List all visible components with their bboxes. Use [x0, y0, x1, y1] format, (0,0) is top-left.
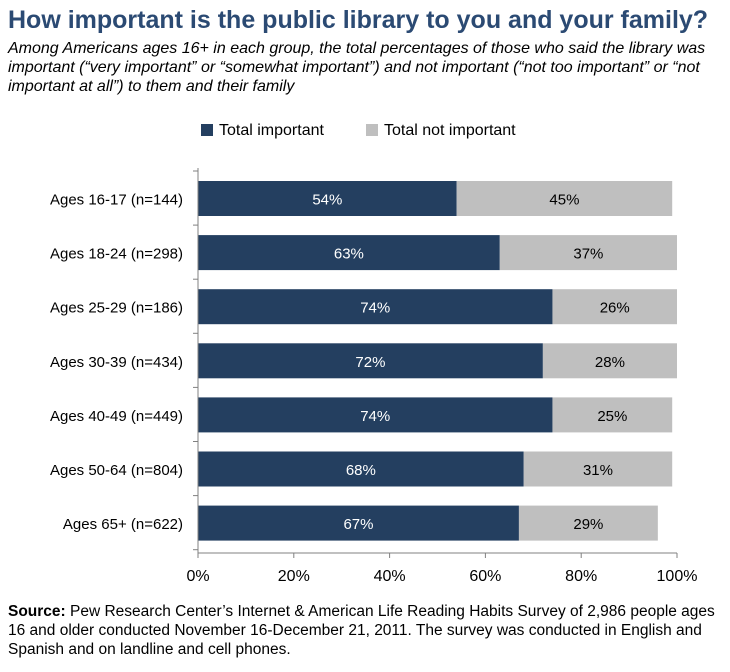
data-label-not-important-3: 28%: [595, 354, 625, 371]
bars-group: 54% 45% 63% 37% 74% 26% 72% 28% 74% 25% 68% 31% 67% 2…: [198, 181, 677, 541]
data-label-important-2: 74%: [360, 300, 390, 317]
data-label-important-4: 74%: [360, 408, 390, 425]
category-label-4: Ages 40-49 (n=449): [50, 408, 183, 425]
bar-important-0: [198, 181, 457, 216]
data-label-not-important-0: 45%: [549, 192, 579, 209]
source-text: Pew Research Center’s Internet & America…: [8, 603, 715, 658]
data-label-not-important-6: 29%: [573, 516, 603, 533]
x-tick-label-1: 20%: [278, 568, 310, 585]
bar-important-3: [198, 343, 543, 379]
category-label-0: Ages 16-17 (n=144): [50, 192, 183, 209]
x-axis: 0% 20% 40% 60% 80% 100%: [186, 168, 697, 585]
data-label-important-1: 63%: [334, 246, 364, 263]
bar-important-2: [198, 289, 553, 325]
bar-not-important-1: [499, 235, 677, 271]
chart-title: How important is the public library to y…: [8, 6, 709, 34]
x-tick-label-4: 80%: [565, 568, 597, 585]
chart-subtitle: Among Americans ages 16+ in each group, …: [8, 40, 706, 95]
legend-label-total-not-important: Total not important: [384, 122, 516, 139]
legend: Total important Total not important: [201, 122, 516, 139]
category-label-2: Ages 25-29 (n=186): [50, 300, 183, 317]
category-label-3: Ages 30-39 (n=434): [50, 354, 183, 371]
bar-important-1: [198, 235, 500, 271]
x-tick-label-2: 40%: [374, 568, 406, 585]
data-label-not-important-4: 25%: [597, 408, 627, 425]
bar-important-4: [198, 397, 553, 433]
legend-label-total-important: Total important: [219, 122, 324, 139]
data-label-important-5: 68%: [346, 462, 376, 479]
category-label-6: Ages 65+ (n=622): [63, 516, 183, 533]
bar-not-important-6: [518, 505, 658, 541]
data-label-not-important-5: 31%: [583, 462, 613, 479]
bar-not-important-3: [542, 343, 677, 379]
bar-not-important-4: [552, 397, 673, 433]
legend-swatch-total-important: [201, 124, 213, 136]
category-labels: Ages 16-17 (n=144) Ages 18-24 (n=298) Ages…: [50, 192, 183, 534]
source-note: Source: Pew Research Center’s Internet &…: [8, 602, 724, 659]
data-label-important-3: 72%: [355, 354, 385, 371]
bar-important-6: [198, 505, 519, 541]
legend-swatch-total-not-important: [366, 124, 378, 136]
x-tick-label-3: 60%: [469, 568, 501, 585]
category-label-1: Ages 18-24 (n=298): [50, 246, 183, 263]
stacked-bar-chart: Total important Total not important 54% 45…: [50, 122, 697, 585]
data-label-not-important-1: 37%: [573, 246, 603, 263]
bar-not-important-0: [456, 181, 673, 216]
category-label-5: Ages 50-64 (n=804): [50, 462, 183, 479]
data-label-important-0: 54%: [312, 192, 342, 209]
bar-not-important-2: [552, 289, 677, 325]
x-tick-label-5: 100%: [657, 568, 698, 585]
x-tick-label-0: 0%: [186, 568, 209, 585]
bar-not-important-5: [523, 451, 673, 487]
source-label: Source:: [8, 603, 66, 620]
data-label-not-important-2: 26%: [600, 300, 630, 317]
bar-important-5: [198, 451, 524, 487]
data-label-important-6: 67%: [343, 516, 373, 533]
